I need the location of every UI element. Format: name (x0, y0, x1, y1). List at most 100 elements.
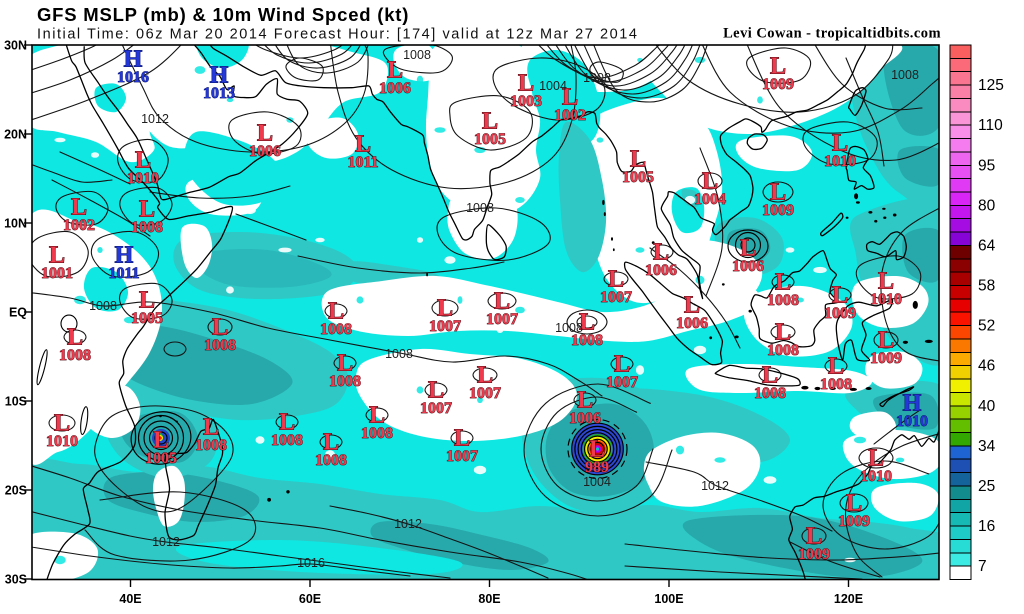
svg-text:1004: 1004 (539, 79, 567, 93)
svg-text:L: L (49, 243, 65, 269)
svg-text:L: L (562, 85, 578, 111)
svg-text:60E: 60E (299, 592, 321, 606)
svg-text:1008: 1008 (571, 332, 603, 349)
svg-text:L: L (846, 491, 862, 517)
svg-text:20S: 20S (5, 484, 27, 498)
svg-text:EQ: EQ (9, 306, 27, 320)
svg-text:L: L (770, 180, 786, 206)
svg-text:1008: 1008 (329, 373, 361, 390)
svg-text:1010: 1010 (824, 153, 856, 170)
svg-text:1008: 1008 (89, 299, 117, 313)
svg-text:L: L (832, 283, 848, 309)
svg-text:100E: 100E (654, 592, 683, 606)
svg-text:1008: 1008 (891, 68, 919, 82)
svg-text:L: L (139, 197, 155, 223)
svg-text:1009: 1009 (798, 546, 830, 563)
svg-text:L: L (369, 403, 385, 429)
svg-text:1008: 1008 (466, 201, 494, 215)
svg-text:L: L (770, 54, 786, 80)
svg-text:34: 34 (978, 438, 996, 455)
svg-text:1008: 1008 (767, 292, 799, 309)
svg-text:1008: 1008 (403, 48, 431, 62)
svg-text:L: L (828, 354, 844, 380)
svg-text:L: L (775, 320, 791, 346)
svg-text:110: 110 (978, 117, 1003, 134)
svg-text:10N: 10N (4, 217, 27, 231)
svg-text:25: 25 (978, 478, 995, 495)
svg-text:1008: 1008 (271, 432, 303, 449)
svg-text:1005: 1005 (145, 450, 177, 467)
svg-text:L: L (614, 352, 630, 378)
svg-text:L: L (608, 267, 624, 293)
svg-text:1001: 1001 (41, 265, 73, 282)
svg-text:1009: 1009 (870, 350, 902, 367)
svg-text:52: 52 (978, 318, 995, 335)
svg-text:1008: 1008 (767, 342, 799, 359)
svg-text:1010: 1010 (896, 413, 928, 430)
svg-text:H: H (115, 243, 134, 269)
svg-text:1008: 1008 (385, 347, 413, 361)
svg-text:L: L (630, 147, 646, 173)
svg-text:1006: 1006 (249, 143, 281, 160)
svg-text:1010: 1010 (46, 433, 78, 450)
svg-text:1013: 1013 (203, 85, 235, 102)
svg-text:Initial Time: 06z Mar 20 2014: Initial Time: 06z Mar 20 2014 Forecast H… (37, 27, 638, 43)
svg-text:1008: 1008 (820, 376, 852, 393)
svg-text:L: L (279, 410, 295, 436)
svg-text:989: 989 (585, 459, 609, 476)
svg-text:L: L (740, 236, 756, 262)
svg-text:80: 80 (978, 197, 996, 214)
svg-text:1009: 1009 (838, 513, 870, 530)
svg-text:L: L (135, 148, 151, 174)
svg-text:7: 7 (978, 558, 987, 575)
svg-text:L: L (494, 289, 510, 315)
svg-text:Levi Cowan - tropicaltidbits.c: Levi Cowan - tropicaltidbits.com (723, 26, 941, 42)
svg-text:L: L (878, 328, 894, 354)
svg-text:L: L (337, 351, 353, 377)
svg-text:1007: 1007 (420, 400, 452, 417)
svg-text:L: L (437, 296, 453, 322)
svg-text:L: L (454, 426, 470, 452)
svg-text:1006: 1006 (379, 80, 411, 97)
svg-text:1012: 1012 (141, 112, 169, 126)
svg-text:1010: 1010 (860, 468, 892, 485)
svg-text:40: 40 (978, 398, 996, 415)
svg-text:1007: 1007 (600, 289, 632, 306)
svg-text:1005: 1005 (474, 131, 506, 148)
svg-text:L: L (482, 109, 498, 135)
svg-text:1009: 1009 (762, 76, 794, 93)
svg-text:1007: 1007 (429, 318, 461, 335)
svg-text:L: L (428, 378, 444, 404)
svg-text:1007: 1007 (486, 311, 518, 328)
svg-text:H: H (124, 47, 143, 73)
svg-text:1008: 1008 (754, 385, 786, 402)
svg-text:1008: 1008 (204, 337, 236, 354)
svg-text:1010: 1010 (127, 170, 159, 187)
svg-text:L: L (806, 524, 822, 550)
svg-text:L: L (153, 428, 169, 454)
svg-text:L: L (868, 446, 884, 472)
svg-text:H: H (903, 391, 922, 417)
svg-text:64: 64 (978, 237, 996, 254)
svg-text:1004: 1004 (694, 191, 726, 208)
svg-text:16: 16 (978, 518, 995, 535)
svg-text:L: L (518, 71, 534, 97)
svg-text:L: L (762, 363, 778, 389)
svg-text:1002: 1002 (63, 217, 95, 234)
svg-text:1009: 1009 (824, 305, 856, 322)
svg-text:1016: 1016 (117, 69, 149, 86)
svg-text:L: L (67, 325, 83, 351)
svg-text:40E: 40E (119, 592, 141, 606)
svg-text:L: L (878, 269, 894, 295)
svg-text:L: L (257, 121, 273, 147)
svg-text:1007: 1007 (606, 374, 638, 391)
svg-text:L: L (71, 195, 87, 221)
svg-text:20N: 20N (4, 128, 27, 142)
svg-text:1012: 1012 (394, 517, 422, 531)
svg-text:1005: 1005 (622, 169, 654, 186)
svg-text:1011: 1011 (108, 265, 139, 282)
svg-text:10S: 10S (5, 395, 27, 409)
svg-text:1008: 1008 (320, 321, 352, 338)
svg-text:1006: 1006 (732, 258, 764, 275)
svg-text:1008: 1008 (315, 452, 347, 469)
